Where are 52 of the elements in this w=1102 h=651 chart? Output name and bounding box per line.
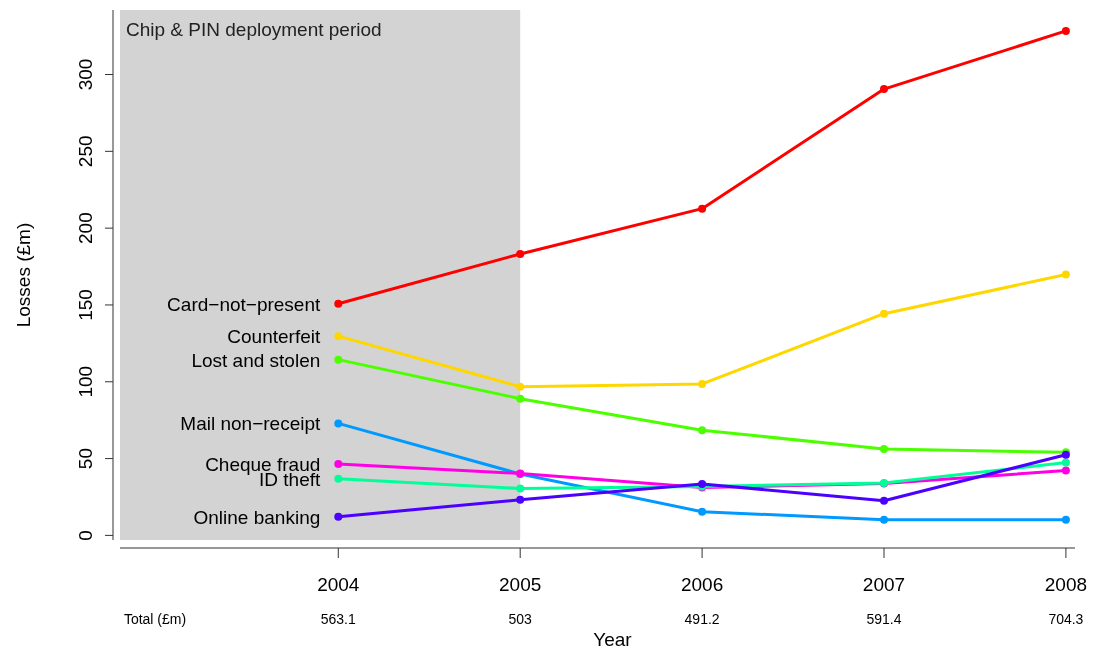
text: Total (£m) [123,611,187,627]
point [516,249,525,258]
y-tick-label: 100 [75,365,96,398]
text: 491.2 [684,611,720,627]
series-label: Counterfeit [227,326,321,348]
point [516,495,525,504]
series-label: Card−not−present [167,293,321,315]
point [334,355,343,364]
text: 503 [508,611,533,627]
point [1061,270,1070,279]
y-tick-label: 250 [75,135,96,168]
point [880,515,888,524]
point [880,496,888,505]
point [880,445,888,454]
point [1061,458,1070,467]
series-label: Lost and stolen [191,349,321,371]
point [516,394,525,403]
y-tick-label: 200 [75,212,96,244]
y-axis-title: Losses (£m) [13,222,34,328]
point [880,85,888,94]
point [334,419,343,428]
point [698,426,707,435]
text: 704.3 [1048,611,1084,627]
y-tick-label: 150 [75,289,96,321]
point [698,379,707,388]
y-tick-label: 0 [75,530,96,541]
x-tick-label: 2004 [317,574,360,595]
y-tick-label: 50 [75,448,96,470]
x-tick-label: 2008 [1044,574,1088,595]
point [334,474,343,483]
x-tick-label: 2006 [680,574,724,595]
band-label: Chip & PIN deployment period [126,19,382,40]
point [516,382,525,391]
point [334,512,343,521]
x-axis-title: Year [593,629,633,650]
point [516,484,525,493]
point [334,299,343,308]
x-tick-label: 2005 [499,574,542,595]
point [334,332,343,341]
x-tick-label: 2007 [862,574,906,595]
text: 591.4 [866,611,902,627]
y-tick-label: 300 [75,58,96,91]
series-label: Online banking [193,506,321,528]
point [1061,466,1070,475]
text: 563.1 [320,611,357,627]
series-label: Mail non−receipt [180,413,321,435]
point [880,309,888,318]
point [1061,26,1070,35]
point [698,204,707,213]
point [334,459,343,468]
point [1061,515,1070,524]
point [698,507,707,516]
